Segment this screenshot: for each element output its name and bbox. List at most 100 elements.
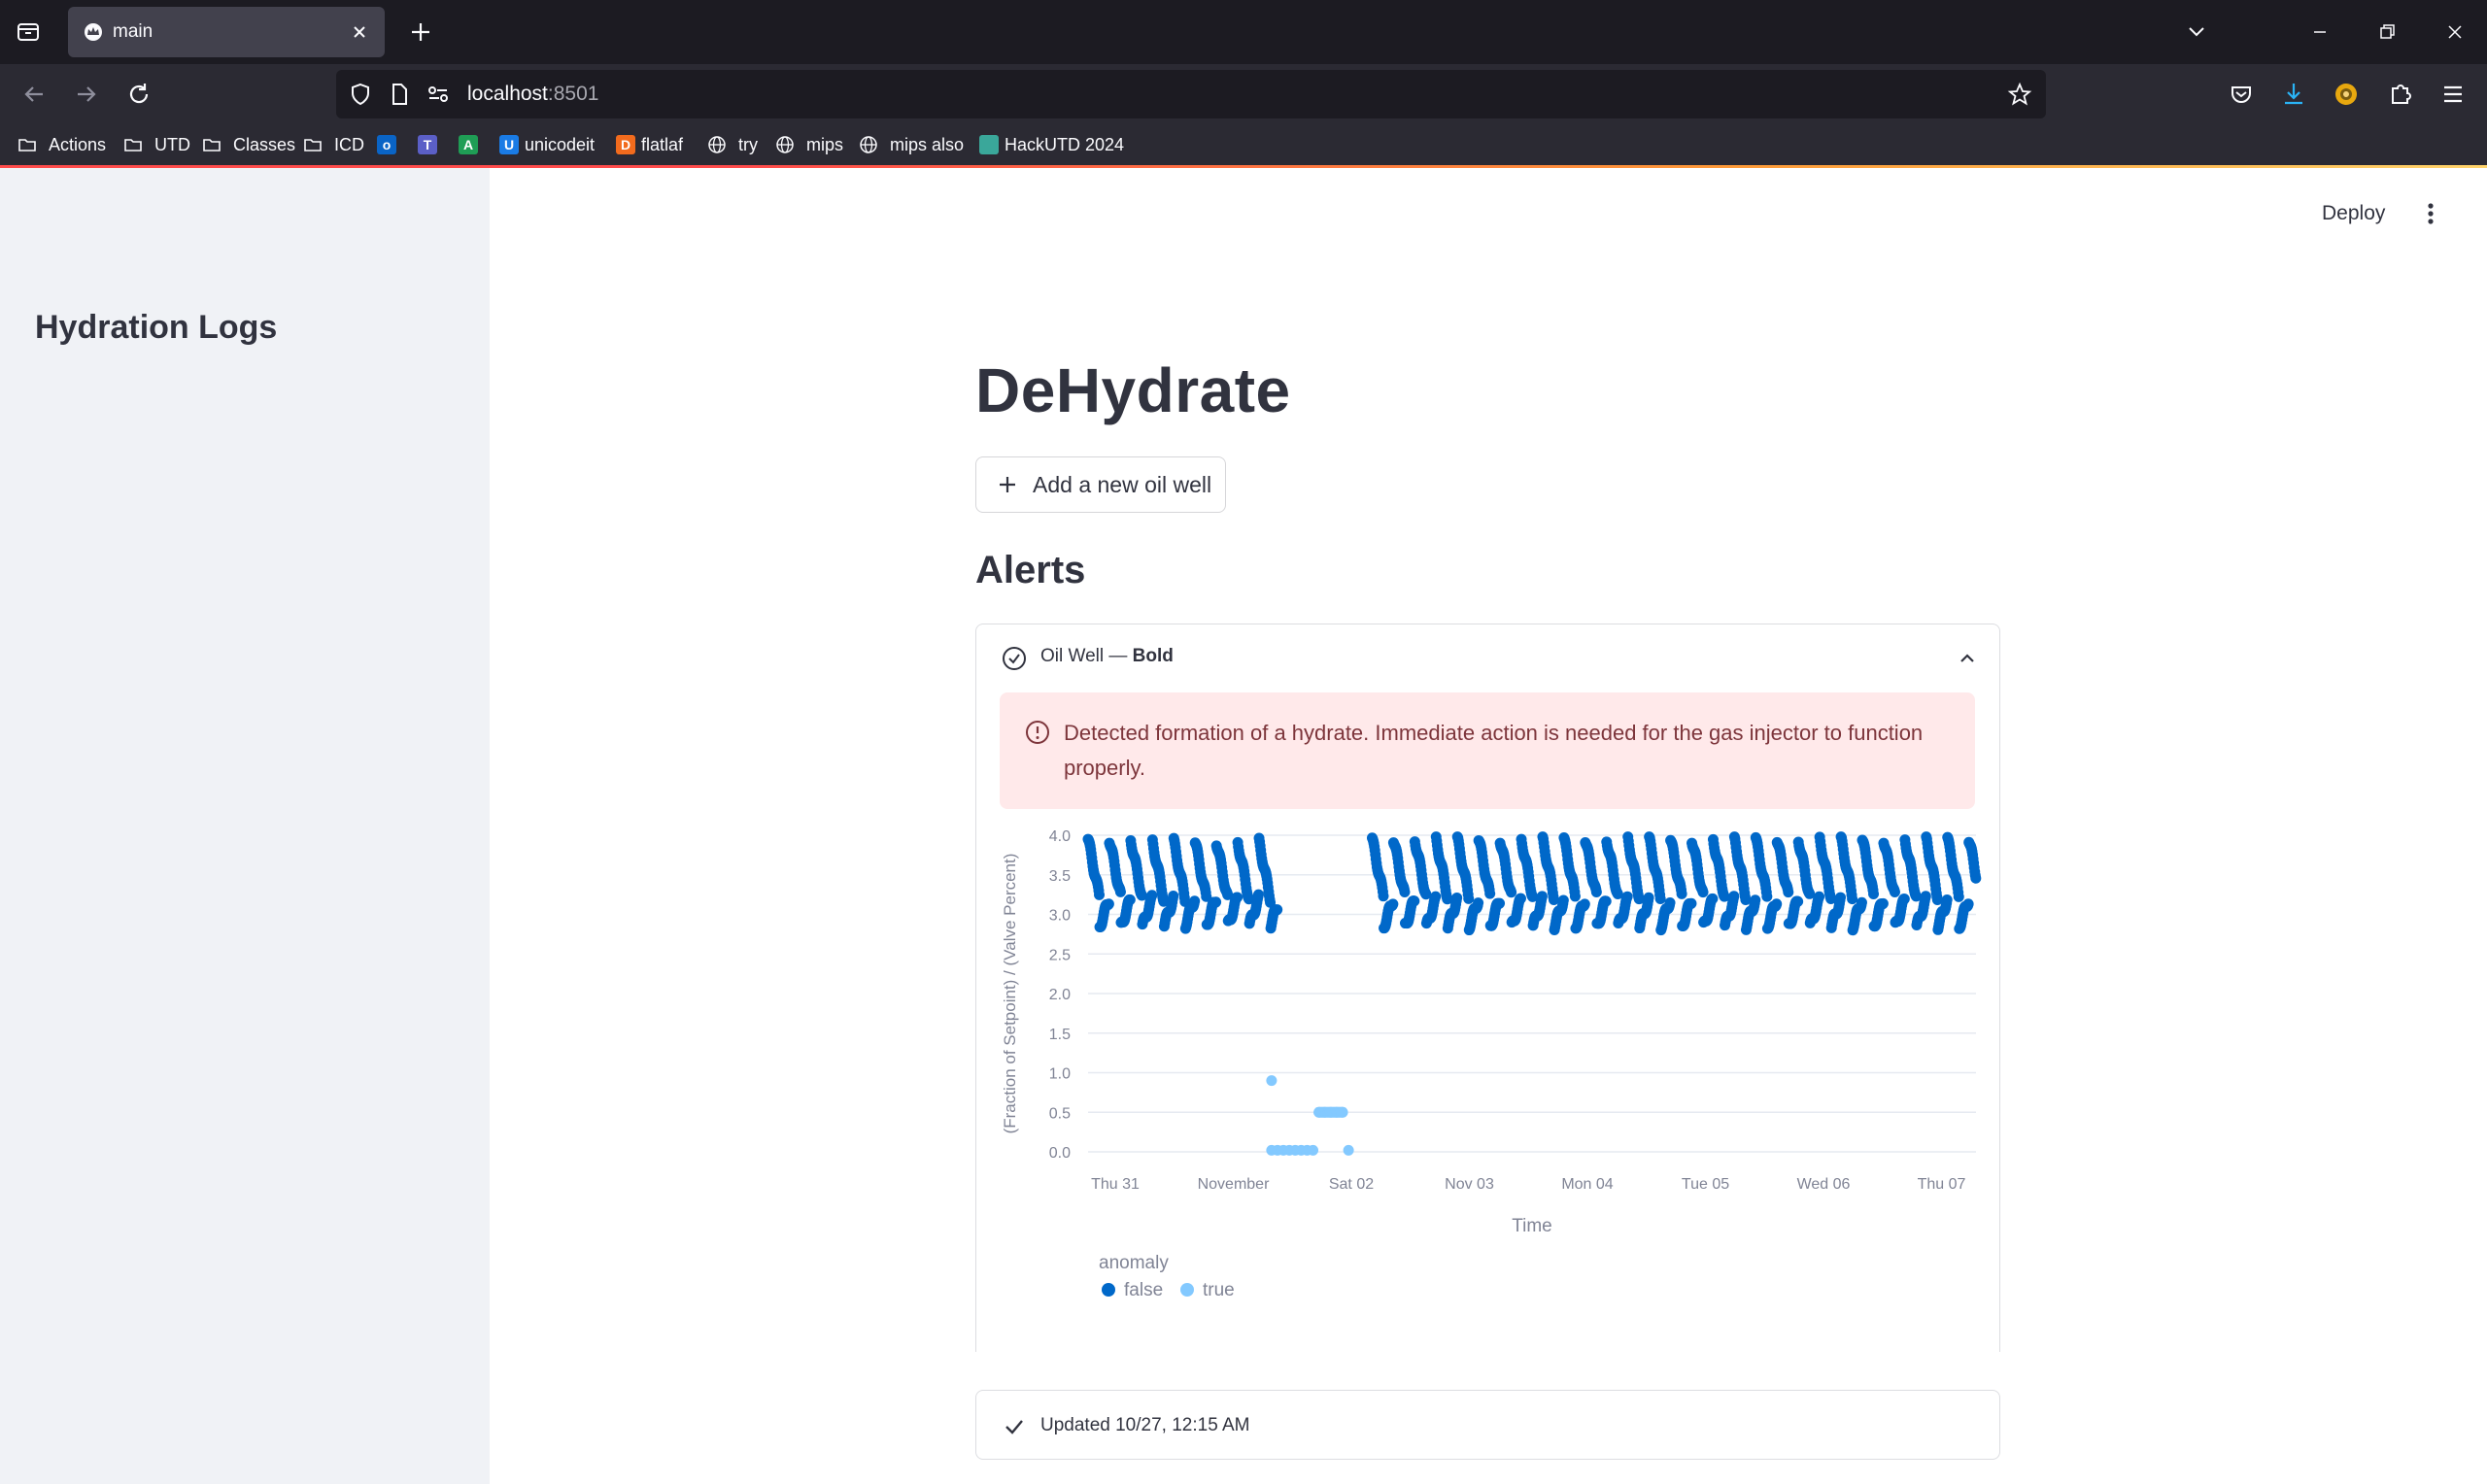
data-point-false (1136, 890, 1147, 901)
data-point-false (1387, 898, 1399, 910)
data-point-false (1740, 894, 1752, 905)
bookmark-app-a[interactable]: A (459, 133, 484, 156)
bookmark-star-icon[interactable] (2007, 82, 2032, 107)
shield-icon[interactable] (348, 82, 373, 107)
minimize-icon[interactable] (2307, 19, 2333, 45)
more-options-icon[interactable] (2421, 200, 2440, 227)
data-point-false (1232, 892, 1244, 903)
data-point-false (1612, 889, 1623, 900)
bookmark-teams[interactable]: T (418, 133, 443, 156)
data-point-false (1536, 891, 1548, 902)
add-oil-well-button[interactable]: Add a new oil well (975, 456, 1226, 513)
x-tick-label: Nov 03 (1445, 1176, 1494, 1193)
deploy-button[interactable]: Deploy (2322, 202, 2386, 224)
browser-nav-bar: localhost:8501 (0, 64, 2487, 124)
close-tab-icon[interactable] (350, 22, 369, 42)
data-point-false (1825, 893, 1837, 904)
data-point-false (1889, 887, 1900, 898)
pocket-icon[interactable] (2227, 80, 2256, 109)
data-point-false (1856, 896, 1867, 908)
unicodeit-icon: U (499, 135, 519, 154)
app-a-icon: A (459, 135, 478, 154)
close-window-icon[interactable] (2442, 19, 2468, 45)
check-circle-icon (1003, 647, 1026, 670)
data-point-false (1094, 889, 1106, 900)
chevron-up-icon[interactable] (1957, 648, 1978, 669)
data-point-false (1168, 890, 1179, 901)
tab-main[interactable]: main (68, 7, 385, 57)
data-point-false (1506, 887, 1517, 898)
data-point-false (1252, 889, 1264, 900)
hamburger-menu-icon[interactable] (2438, 80, 2468, 109)
data-point-false (1189, 895, 1201, 907)
bookmark-hackutd-2024[interactable]: HackUTD 2024 (979, 133, 1124, 156)
data-point-false (1103, 898, 1114, 910)
reload-icon[interactable] (124, 80, 153, 109)
expander-header[interactable]: Oil Well — Bold (976, 624, 1999, 692)
connection-info-icon[interactable] (426, 82, 451, 107)
data-point-false (1420, 889, 1432, 900)
bookmark-label: ICD (334, 134, 364, 154)
url-port: :8501 (547, 83, 599, 105)
list-all-tabs-icon[interactable] (2184, 19, 2209, 45)
url-bar[interactable]: localhost:8501 (336, 70, 2046, 118)
data-point-false (1272, 904, 1283, 916)
x-tick-label: Thu 31 (1091, 1176, 1140, 1193)
extension-circle-icon[interactable] (2332, 80, 2361, 109)
bookmark-mips-also[interactable]: mips also (859, 133, 964, 156)
data-point-false (1378, 891, 1389, 902)
bookmark-classes[interactable]: Classes (202, 133, 295, 156)
browser-tab-bar: main (0, 0, 2487, 64)
data-point-false (1399, 886, 1411, 897)
data-point-false (1201, 891, 1212, 902)
data-point-false (1600, 895, 1612, 907)
globe-icon (775, 135, 801, 154)
data-point-false (1750, 894, 1761, 906)
data-point-false (1920, 891, 1931, 902)
data-point-false (1783, 887, 1794, 898)
bookmark-label: flatlaf (641, 134, 684, 154)
globe-icon (859, 135, 884, 154)
back-arrow-icon[interactable] (19, 80, 49, 109)
bookmark-outlook[interactable]: o (377, 133, 402, 156)
status-text: Updated 10/27, 12:15 AM (1040, 1415, 1250, 1435)
globe-icon (707, 135, 732, 154)
streamlit-crown-icon (85, 23, 102, 41)
restore-icon[interactable] (2374, 19, 2400, 45)
legend-swatch-true (1180, 1283, 1194, 1297)
download-icon[interactable] (2279, 80, 2308, 109)
forward-arrow-icon[interactable] (72, 80, 101, 109)
bookmark-actions[interactable]: Actions (17, 133, 106, 156)
legend-swatch-false (1102, 1283, 1115, 1297)
data-point-false (1430, 891, 1442, 902)
data-point-false (1158, 895, 1170, 907)
bookmark-icd[interactable]: ICD (303, 133, 364, 156)
bookmark-label: mips (806, 134, 844, 154)
data-point-false (1633, 894, 1645, 905)
bookmark-try[interactable]: try (707, 133, 758, 156)
data-point-false (1409, 895, 1420, 907)
error-message: Detected formation of a hydrate. Immedia… (1064, 721, 1924, 780)
extensions-puzzle-icon[interactable] (2386, 80, 2415, 109)
data-point-false (1527, 891, 1539, 902)
page-icon[interactable] (387, 82, 412, 107)
bookmark-label: mips also (890, 134, 965, 154)
data-point-false (1114, 886, 1126, 897)
scatter-chart[interactable]: 0.0 0.5 1.0 1.5 2.0 2.5 3.0 3.5 4.0 Thu 31 Novembe… (975, 811, 2000, 1316)
bookmark-utd[interactable]: UTD (123, 133, 190, 156)
data-point-false (1761, 891, 1773, 902)
x-axis-title: Time (1512, 1216, 1552, 1236)
url-text[interactable]: localhost:8501 (467, 83, 598, 106)
bookmark-label: unicodeit (525, 134, 596, 154)
data-point-false (1931, 894, 1943, 905)
checkmark-icon (1005, 1420, 1023, 1434)
tab-list-icon[interactable] (16, 19, 41, 45)
y-tick-label: 1.5 (1049, 1027, 1071, 1043)
data-point-false (1941, 894, 1953, 906)
bookmark-mips[interactable]: mips (775, 133, 843, 156)
new-tab-icon[interactable] (408, 19, 433, 45)
bookmark-label: UTD (154, 134, 190, 154)
